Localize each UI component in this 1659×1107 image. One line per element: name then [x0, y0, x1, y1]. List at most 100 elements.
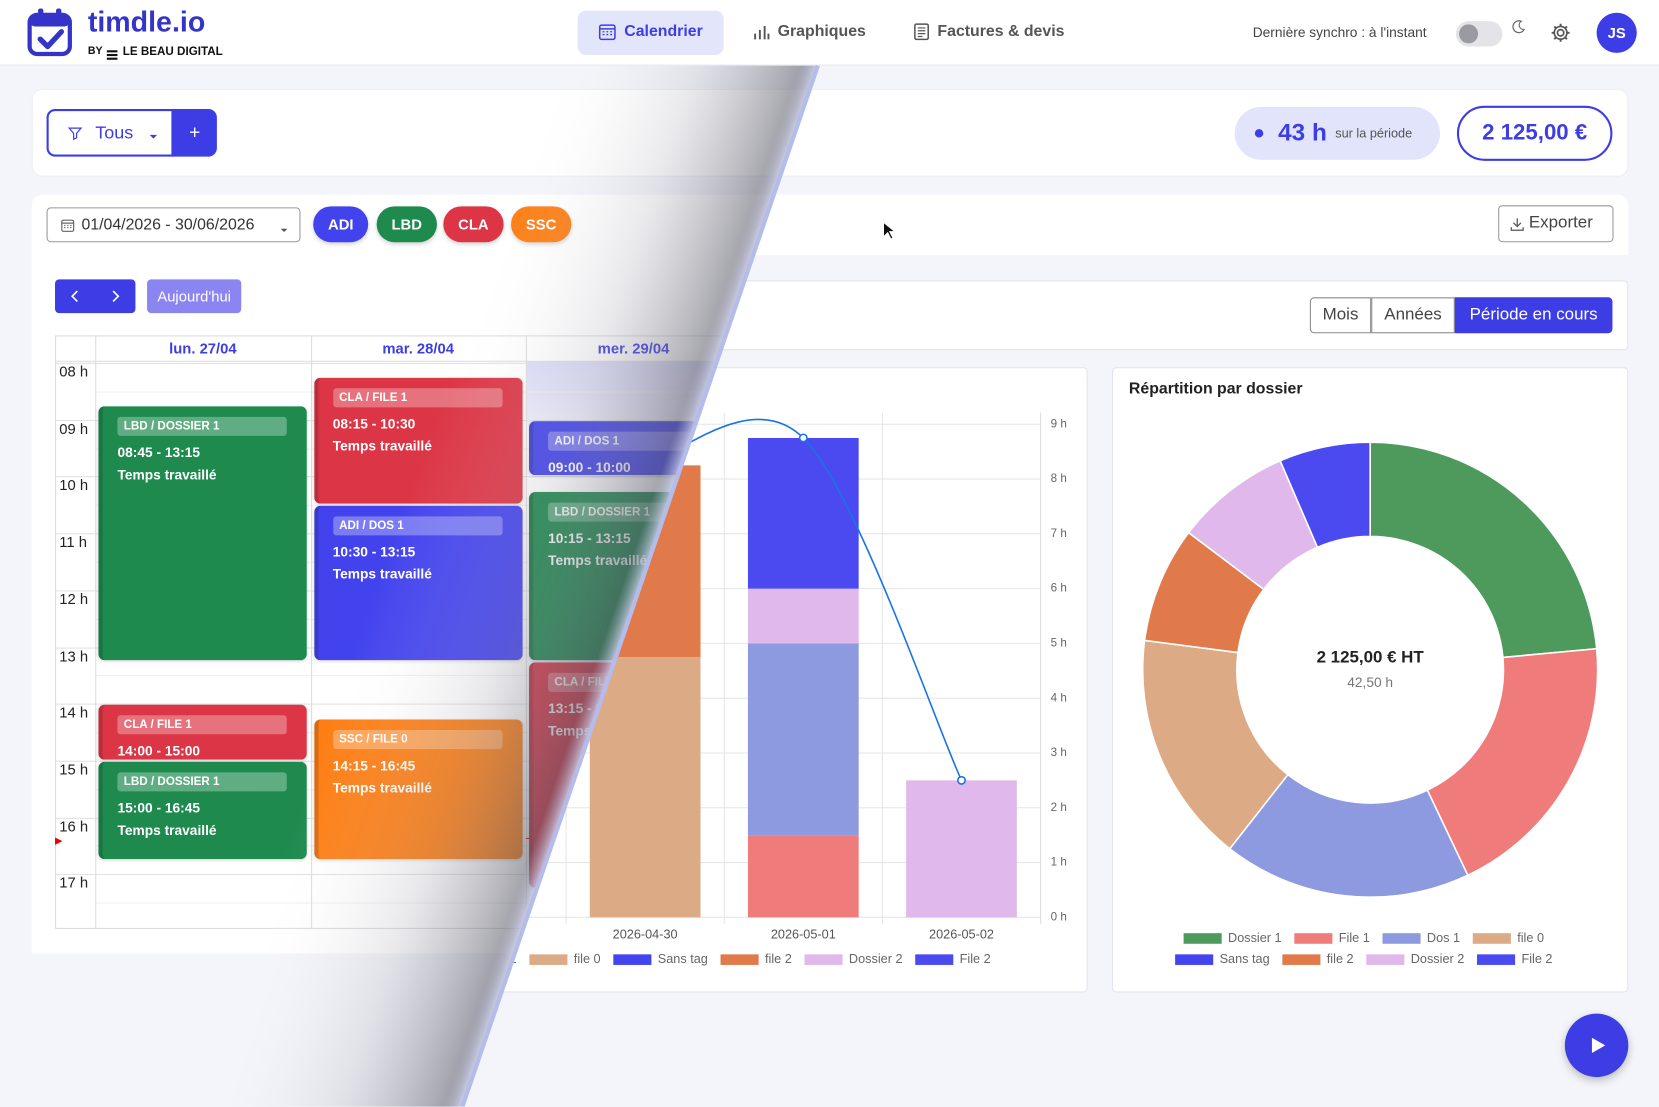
event-time: 10:30 - 13:15	[332, 544, 416, 560]
icon-part	[71, 290, 78, 303]
event-time: 09:00 - 10:00	[548, 458, 631, 475]
event-time: 15:00 - 16:45	[117, 799, 201, 816]
legend-label: Dossier 1	[1228, 931, 1282, 945]
avatar[interactable]: JS	[1596, 12, 1637, 53]
today-button[interactable]: Aujourd'hui	[147, 279, 242, 314]
line-point	[798, 433, 808, 443]
event-time: 08:15 - 10:30	[332, 416, 416, 433]
event[interactable]: LBD / DOSSIER 1 15:00 - 16:45 Temps travai…	[98, 761, 307, 859]
period-button[interactable]: Mois	[1309, 297, 1372, 334]
bar-segment	[589, 657, 701, 918]
event[interactable]: ADI / DOS 1 10:30 - 13:15 Temps travaillé	[313, 506, 523, 661]
nav-item[interactable]: Graphiques	[777, 22, 866, 41]
event[interactable]: SSC / FILE 0 14:15 - 16:45 Temps travaillé	[313, 719, 523, 859]
nav-item[interactable]: Calendrier	[624, 22, 703, 41]
y-tick-label: 1 h	[1051, 856, 1067, 869]
legend-swatch	[804, 954, 843, 965]
y-tick-label: 4 h	[1051, 691, 1067, 704]
event-tag: CLA / FILE 1	[117, 715, 287, 735]
icon-part	[882, 221, 897, 240]
prev-button[interactable]	[68, 289, 83, 304]
chart-title: Répartition par dossier	[1129, 381, 1303, 398]
theme-toggle[interactable]	[1455, 21, 1503, 47]
icon-part	[106, 53, 118, 57]
download-icon	[1510, 217, 1525, 232]
legend-label: file 0	[1517, 931, 1544, 945]
donut-center-label: 2 125,00 € HT	[1317, 648, 1425, 667]
icon-part	[55, 837, 63, 845]
legend-swatch	[1382, 933, 1421, 944]
column-line	[95, 335, 97, 929]
nav-item[interactable]: Factures & devis	[937, 22, 1065, 41]
hours-note: sur la période	[1335, 125, 1413, 141]
event-time: 08:45 - 13:15	[117, 444, 201, 461]
legend-swatch	[1183, 933, 1222, 944]
x-tick-label: 2026-05-02	[929, 928, 994, 942]
week-nav	[55, 279, 136, 314]
y-tick-label: 6 h	[1051, 582, 1067, 595]
hour-label: 09 h	[59, 419, 89, 437]
icon-part	[106, 50, 118, 53]
icon-part	[754, 26, 770, 40]
event-note: Temps travaillé	[117, 821, 217, 838]
logo-icon	[26, 6, 73, 57]
settings-icon[interactable]	[1550, 22, 1571, 43]
play-icon	[1588, 1036, 1607, 1055]
event[interactable]: CLA / FILE 1 14:00 - 15:00	[98, 704, 307, 760]
period-button[interactable]: Période en cours	[1454, 297, 1613, 334]
legend-label: file 2	[765, 952, 792, 966]
legend-label: File 2	[960, 952, 991, 966]
legend-swatch	[1282, 954, 1321, 965]
y-tick-label: 3 h	[1051, 746, 1067, 759]
legend-swatch	[1175, 954, 1214, 965]
legend-swatch	[613, 954, 652, 965]
nav-icon	[598, 22, 617, 41]
legend-swatch	[1366, 954, 1405, 965]
icon-part	[602, 31, 613, 36]
icon-part	[1591, 1037, 1606, 1053]
y-tick-label: 0 h	[1051, 910, 1067, 923]
sync-status: Dernière synchro : à l'instant	[1252, 24, 1427, 41]
export-label: Exporter	[1528, 213, 1593, 232]
company-icon	[104, 47, 121, 60]
line-point	[956, 775, 966, 785]
hours-total: 43 h	[1278, 118, 1327, 147]
event-tag: SSC / FILE 0	[332, 729, 503, 749]
donut-slice	[1279, 441, 1371, 549]
icon-part	[754, 26, 770, 40]
donut-slice	[1369, 441, 1598, 659]
play-button[interactable]	[1564, 1013, 1629, 1078]
event[interactable]: CLA / FILE 1 08:15 - 10:30 Temps travaillé	[313, 378, 523, 504]
event-tag: LBD / DOSSIER 1	[117, 417, 287, 437]
y-tick-label: 5 h	[1051, 636, 1067, 649]
icon-part	[106, 50, 118, 60]
legend-swatch	[1294, 933, 1333, 944]
event[interactable]: LBD / DOSSIER 1 08:45 - 13:15 Temps travai…	[98, 406, 307, 661]
period-button[interactable]: Années	[1371, 297, 1455, 334]
y-tick-label: 2 h	[1051, 801, 1067, 814]
legend-label: Sans tag	[658, 952, 708, 966]
hour-label: 13 h	[59, 646, 89, 664]
event-tag: LBD / DOSSIER 1	[117, 772, 287, 792]
icon-part	[1591, 1037, 1606, 1053]
legend-label: File 1	[1339, 931, 1370, 945]
icon-part	[37, 29, 65, 50]
legend-label: File 2	[1521, 952, 1552, 966]
icon-part	[1510, 218, 1524, 231]
hours-dot	[1254, 129, 1264, 138]
icon-part	[106, 57, 118, 60]
day-header: lun. 27/04	[169, 339, 237, 357]
hour-label: 10 h	[59, 476, 89, 494]
next-button[interactable]	[108, 289, 123, 304]
export-button[interactable]: Exporter	[1498, 205, 1614, 243]
icon-part	[917, 27, 926, 38]
hour-label: 17 h	[59, 874, 89, 892]
logo-text: timdle.io	[87, 6, 206, 39]
icon-part	[1556, 28, 1565, 37]
icon-part	[598, 24, 616, 41]
event-time: 10:15 - 13:15	[548, 529, 631, 546]
column-line	[525, 335, 527, 929]
event-note: Temps travaillé	[332, 779, 432, 796]
icon-part	[1551, 23, 1570, 42]
